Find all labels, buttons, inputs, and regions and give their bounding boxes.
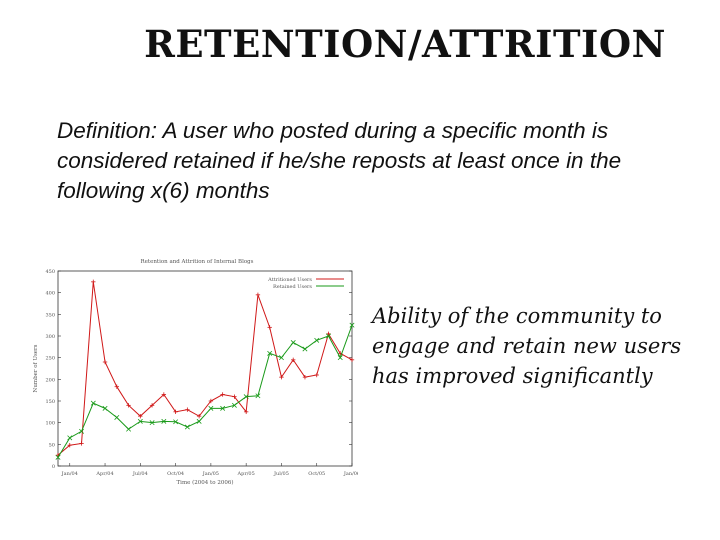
y-tick-label: 400 xyxy=(45,291,55,297)
retained-point xyxy=(302,346,308,352)
chart-title: Retention and Attrition of Internal Blog… xyxy=(140,259,253,265)
retained-point xyxy=(114,414,120,420)
attritioned-point xyxy=(255,292,261,298)
callout-text: Ability of the community to engage and r… xyxy=(372,304,682,388)
y-tick-label: 50 xyxy=(49,442,55,448)
x-tick-label: Oct/05 xyxy=(308,471,325,477)
y-tick-label: 250 xyxy=(45,356,55,362)
y-tick-label: 200 xyxy=(45,377,55,383)
retained-point xyxy=(79,428,85,434)
definition-prefix: Definition: A user who posted during a s… xyxy=(57,118,622,203)
y-tick-label: 450 xyxy=(45,269,55,275)
retained-point xyxy=(243,394,249,400)
attritioned-point xyxy=(302,374,308,380)
retained-point xyxy=(325,333,331,339)
retained-point xyxy=(337,355,343,361)
retention-attrition-chart: 0 50 100 150 200 250 300 350 400 450 Jan/04 Apr/04 J… xyxy=(33,259,358,486)
attritioned-point xyxy=(67,443,72,448)
attritioned-point xyxy=(185,407,190,412)
attritioned-point xyxy=(91,279,96,285)
definition-variable: x xyxy=(150,178,163,203)
retained-point xyxy=(102,405,108,411)
y-tick-label: 0 xyxy=(52,464,55,470)
retained-point xyxy=(220,405,226,411)
y-tick-label: 150 xyxy=(45,399,55,405)
x-tick-label: Apr/05 xyxy=(237,471,255,477)
retained-point xyxy=(290,340,296,345)
slide-title: RETENTION/ATTRITION xyxy=(144,22,666,66)
x-tick-label: Apr/04 xyxy=(95,471,113,477)
y-tick-label: 350 xyxy=(45,312,55,318)
retained-point xyxy=(126,426,132,432)
attritioned-point xyxy=(79,441,84,446)
retained-point xyxy=(90,400,96,406)
attritioned-point xyxy=(291,357,296,363)
retained-point xyxy=(173,419,179,425)
retained-point xyxy=(184,424,190,430)
attritioned-point xyxy=(267,325,272,330)
attritioned-point xyxy=(232,394,237,399)
legend-label: Retained Users xyxy=(273,284,312,290)
attritioned-point xyxy=(314,372,319,378)
attritioned-point xyxy=(208,398,214,404)
attritioned-point xyxy=(126,403,131,408)
attritioned-point xyxy=(349,357,355,363)
x-tick-label: Oct/04 xyxy=(167,471,184,477)
attritioned-point xyxy=(220,392,225,397)
retained-point xyxy=(314,337,320,343)
x-tick-label: Jan/04 xyxy=(61,471,78,477)
retained-point xyxy=(255,393,261,399)
definition-suffix: (6) months xyxy=(162,178,270,203)
attritioned-point xyxy=(243,409,249,415)
x-tick-label: Jul/05 xyxy=(273,471,289,477)
series-line-attritioned xyxy=(57,281,353,456)
retained-point xyxy=(55,454,61,460)
retained-point xyxy=(149,420,155,426)
y-tick-label: 100 xyxy=(45,421,55,427)
attritioned-point xyxy=(114,384,119,389)
attritioned-point xyxy=(279,374,284,380)
x-axis-title: Time (2004 to 2006) xyxy=(177,479,234,486)
retained-point xyxy=(137,418,143,424)
retained-point xyxy=(278,355,284,361)
x-tick-label: Jan/05 xyxy=(202,471,219,477)
legend-label: Attritioned Users xyxy=(267,277,312,283)
retained-point xyxy=(267,350,273,356)
attritioned-point xyxy=(326,331,331,337)
x-tick-label: Jul/04 xyxy=(132,471,148,477)
y-axis-title: Number of Users xyxy=(33,344,39,392)
retained-point xyxy=(161,418,167,424)
attritioned-point xyxy=(173,409,178,415)
retained-point xyxy=(208,405,214,411)
attritioned-point xyxy=(149,403,155,408)
y-tick-label: 300 xyxy=(45,334,55,340)
plot-frame xyxy=(57,270,353,467)
retained-point xyxy=(67,435,73,441)
x-tick-label: Jan/06 xyxy=(343,471,358,477)
attritioned-point xyxy=(161,392,167,397)
retained-point xyxy=(196,418,202,424)
attritioned-point xyxy=(138,413,143,419)
definition-text: Definition: A user who posted during a s… xyxy=(57,116,677,206)
attritioned-point xyxy=(102,359,108,365)
attritioned-point xyxy=(196,413,202,419)
retained-point xyxy=(231,402,237,408)
retained-point xyxy=(349,322,355,328)
